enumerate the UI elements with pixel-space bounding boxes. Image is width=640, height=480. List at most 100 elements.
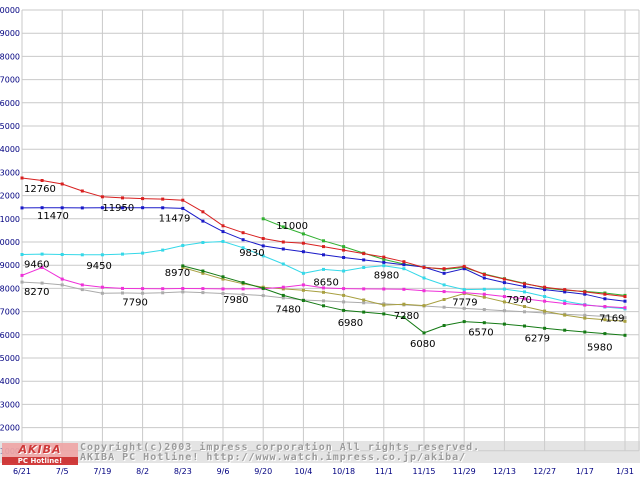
data-point-marker [563, 313, 567, 317]
data-point-marker [462, 291, 466, 295]
data-point-marker [60, 206, 64, 210]
price-label: 5980 [587, 342, 612, 353]
data-point-marker [181, 264, 185, 268]
data-point-marker [221, 277, 225, 281]
x-axis-label: 11/29 [453, 467, 476, 476]
series-dark-green [181, 264, 627, 337]
data-point-marker [362, 298, 366, 302]
data-point-marker [60, 182, 64, 186]
data-point-marker [221, 275, 225, 279]
series-line-cyan [21, 240, 626, 310]
data-point-marker [301, 299, 305, 302]
y-axis-label: 13000 [0, 168, 20, 177]
price-label: 11479 [159, 214, 191, 225]
data-point-marker [362, 266, 366, 269]
data-point-marker [523, 290, 526, 294]
data-point-marker [322, 253, 325, 257]
data-point-marker [281, 247, 285, 251]
x-axis-label: 10/18 [332, 467, 355, 476]
data-point-marker [241, 231, 245, 235]
data-point-marker [402, 302, 406, 306]
data-point-marker [422, 276, 426, 280]
data-point-marker [543, 285, 547, 289]
data-point-marker [261, 244, 265, 248]
data-point-marker [543, 288, 547, 292]
data-point-marker [201, 271, 205, 275]
data-point-marker [382, 287, 386, 291]
data-point-marker [523, 310, 526, 314]
price-label: 8270 [24, 287, 49, 298]
price-label: 6279 [525, 333, 550, 344]
data-point-marker [502, 300, 506, 304]
data-point-marker [422, 331, 426, 335]
x-axis-label: 7/5 [56, 467, 69, 476]
data-point-marker [442, 305, 446, 309]
data-point-marker [322, 239, 325, 243]
y-axis-label: 5000 [0, 354, 20, 363]
x-axis-label: 10/4 [294, 467, 312, 476]
data-point-marker [281, 293, 285, 297]
price-label: 6080 [410, 339, 435, 350]
y-axis-label: 11000 [0, 215, 20, 224]
data-point-marker [342, 256, 346, 259]
data-point-marker [362, 301, 366, 305]
y-axis-label: 4000 [0, 377, 20, 386]
data-point-marker [141, 206, 145, 210]
data-point-marker [60, 277, 64, 281]
data-point-marker [161, 206, 165, 210]
y-axis-label: 8000 [0, 284, 20, 293]
data-point-marker [241, 246, 245, 250]
y-axis-label: 12000 [0, 192, 20, 201]
data-point-marker [402, 260, 406, 264]
data-point-marker [603, 305, 607, 308]
data-point-marker [281, 240, 285, 244]
data-point-marker [141, 197, 145, 201]
data-point-marker [502, 281, 506, 285]
data-point-marker [80, 288, 84, 292]
price-label: 7169 [599, 314, 624, 325]
data-point-marker [241, 281, 245, 285]
price-label: 9830 [239, 248, 264, 259]
data-point-marker [281, 285, 285, 289]
data-point-marker [141, 251, 145, 255]
copyright-line-2: AKIBA PC Hotline! http://www.watch.impre… [80, 452, 467, 463]
gridlines [21, 9, 640, 452]
data-point-marker [40, 179, 44, 182]
data-point-marker [482, 273, 486, 276]
data-point-marker [563, 288, 567, 292]
y-axis-label: 15000 [0, 122, 20, 131]
data-point-marker [402, 263, 406, 267]
data-point-marker [382, 257, 386, 261]
y-axis-labels: 20000 19000 18000 17000 16000 15000 14000 13000… [0, 6, 20, 456]
data-point-marker [20, 206, 24, 210]
data-point-marker [623, 316, 627, 320]
data-point-marker [442, 283, 446, 287]
y-axis-label: 9000 [0, 261, 20, 270]
data-point-marker [241, 292, 245, 296]
data-point-marker [482, 287, 486, 291]
data-point-marker [80, 189, 84, 193]
logo-pc-hotline-text: PC Hotline! [2, 457, 78, 465]
x-axis-label: 8/2 [136, 467, 149, 476]
data-point-marker [322, 286, 325, 290]
price-label: 6980 [338, 318, 363, 329]
price-label: 7970 [506, 295, 531, 306]
data-point-marker [261, 294, 265, 298]
data-point-marker [80, 253, 84, 257]
data-point-marker [60, 253, 64, 256]
price-label: 11470 [37, 211, 69, 222]
data-point-marker [422, 289, 426, 293]
data-point-marker [121, 286, 124, 290]
data-point-marker [301, 241, 305, 245]
data-point-marker [322, 245, 325, 249]
x-axis-label: 11/1 [375, 467, 393, 476]
data-point-marker [80, 283, 84, 287]
data-point-marker [362, 310, 366, 314]
data-point-marker [181, 198, 185, 202]
data-point-marker [100, 206, 104, 210]
price-label: 7980 [223, 295, 248, 306]
data-point-marker [583, 292, 587, 296]
x-axis-label: 12/27 [533, 467, 556, 476]
data-point-marker [20, 176, 24, 180]
